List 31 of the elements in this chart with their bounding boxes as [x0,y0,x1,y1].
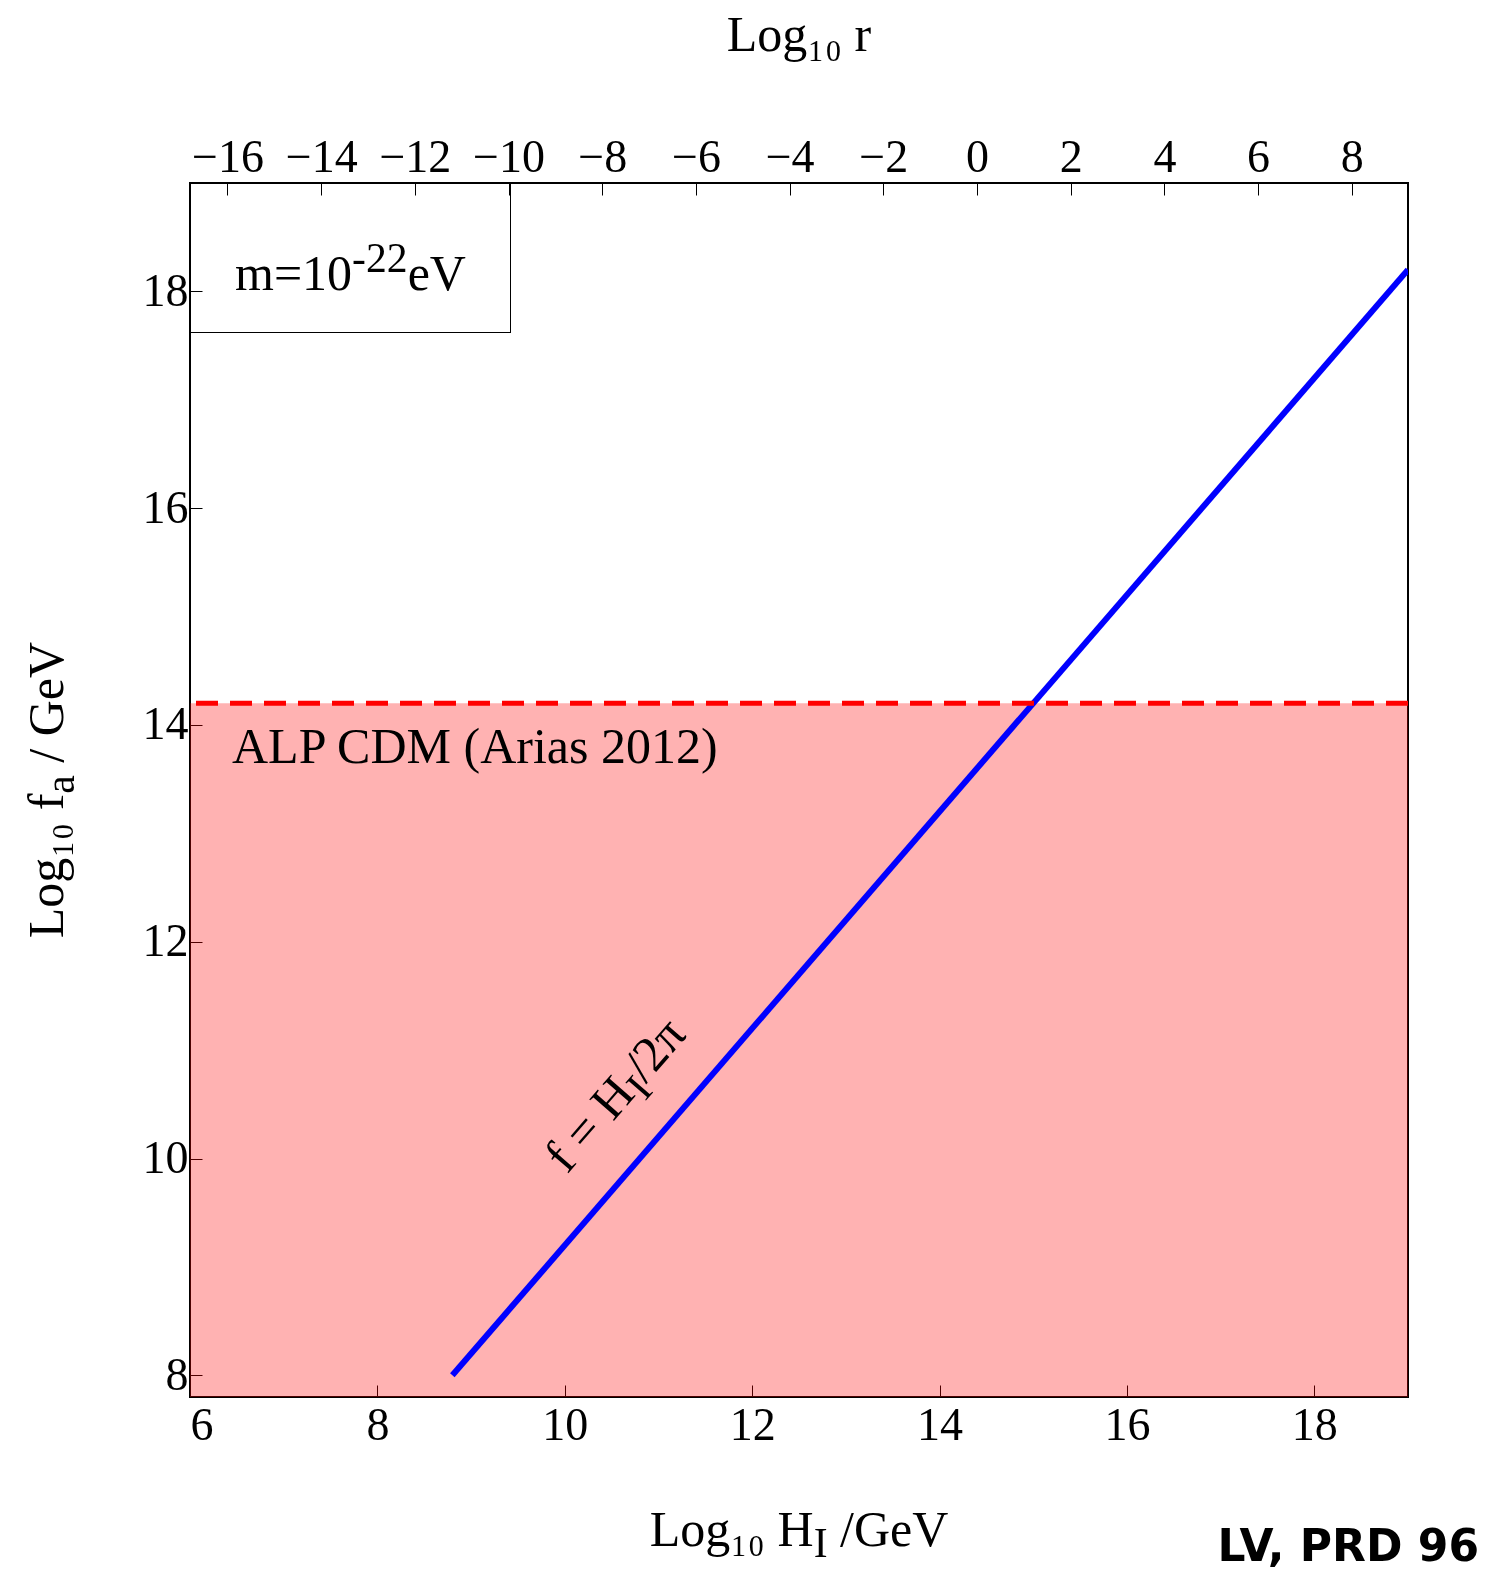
y-tick-label: 18 [142,264,189,316]
y-tick-label: 8 [165,1348,189,1400]
x-axis-title: Log₁₀ H$_{I}$ /GeV [649,1500,949,1567]
x2-tick-label: −2 [859,130,909,182]
x2-tick-label: 4 [1153,130,1177,182]
x2-tick-label: −14 [285,130,358,182]
x-tick-label: 18 [1291,1398,1338,1450]
x2-tick-label: 2 [1059,130,1083,182]
x-tick-label: 14 [917,1398,964,1450]
text: LV, PRD 96 [1217,1520,1479,1571]
x2-tick-label: 8 [1340,130,1364,182]
x2-tick-label: −8 [578,130,628,182]
y-tick-label: 10 [142,1132,189,1184]
x-tick-label: 8 [366,1398,390,1450]
y-tick-label: 16 [142,481,189,533]
x-tick-label: 10 [542,1398,589,1450]
band-label: ALP CDM (Arias 2012) [232,718,718,775]
x2-tick-label: 0 [966,130,990,182]
y-tick-label: 12 [142,915,189,967]
x2-axis-title: Log₁₀ r [726,5,872,63]
x2-tick-label: −12 [379,130,452,182]
x-tick-label: 12 [729,1398,776,1450]
x2-tick-label: −6 [671,130,721,182]
x2-tick-label: −16 [192,130,264,182]
x-tick-label: 6 [190,1398,214,1450]
x2-tick-label: −10 [473,130,546,182]
x2-tick-label: 6 [1247,130,1271,182]
x2-tick-label: −4 [765,130,815,182]
note-box: m=10$^{-22}$eV [191,184,511,333]
y-tick-label: 14 [142,698,189,750]
x-tick-label: 16 [1104,1398,1151,1450]
